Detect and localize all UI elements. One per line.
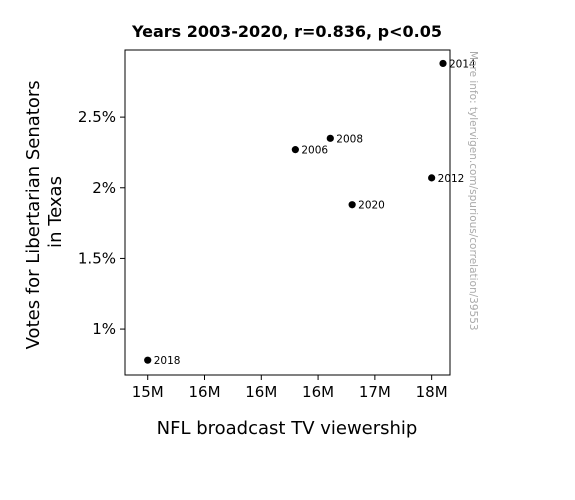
data-point-label: 2020 (358, 200, 385, 212)
y-axis-label-line-2: in Texas (45, 176, 66, 248)
data-point (144, 356, 152, 364)
data-point-label: 2006 (301, 145, 328, 157)
y-tick-label: 1% (92, 320, 116, 338)
y-tick-label: 2.5% (78, 108, 116, 126)
data-points: 2018 2006 2008 2020 2012 2014 (144, 58, 476, 367)
data-point (291, 146, 299, 154)
x-axis: 15M 16M 16M 16M 17M 18M (132, 375, 448, 401)
watermark-text: More info: tylervigen.com/spurious/corre… (467, 51, 479, 331)
y-tick-label: 1.5% (78, 249, 116, 267)
data-point-label: 2014 (449, 58, 476, 70)
x-tick-label: 17M (359, 383, 391, 401)
data-point-label: 2012 (438, 173, 465, 185)
data-point-label: 2018 (154, 355, 181, 367)
x-tick-label: 16M (188, 383, 220, 401)
x-tick-label: 16M (302, 383, 334, 401)
y-axis: 1% 1.5% 2% 2.5% (78, 108, 125, 338)
x-tick-label: 18M (416, 383, 448, 401)
x-tick-label: 16M (245, 383, 277, 401)
x-axis-label: NFL broadcast TV viewership (157, 418, 418, 439)
y-axis-label: Votes for Libertarian Senators in Texas (23, 75, 66, 350)
plot-area (124, 49, 451, 376)
data-point (439, 59, 447, 68)
y-tick-label: 2% (92, 179, 116, 197)
y-axis-label-line-1: Votes for Libertarian Senators (23, 80, 44, 349)
x-tick-label: 15M (132, 383, 164, 401)
data-point-label: 2008 (336, 133, 363, 145)
data-point (348, 201, 356, 209)
data-point (428, 174, 436, 182)
chart-title: Years 2003-2020, r=0.836, p<0.05 (131, 22, 442, 41)
data-point (326, 134, 334, 142)
